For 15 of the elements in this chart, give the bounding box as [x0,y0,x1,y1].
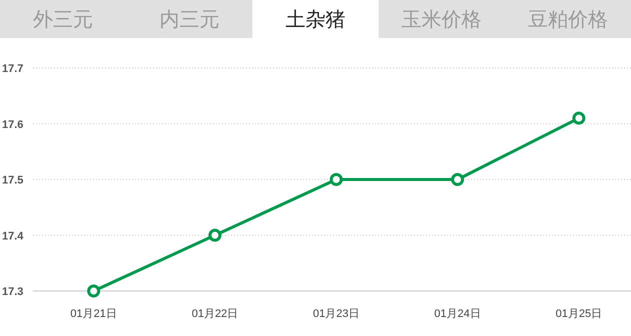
point [87,284,100,298]
point [330,173,343,186]
point [572,112,586,125]
x-tick-label: 01月22日 [192,308,238,320]
x-tick-label: 01月21日 [70,308,117,320]
y-tick-label: 17.4 [2,230,24,242]
y-tick-label: 17.7 [2,63,24,75]
y-tick-label: 17.3 [2,286,24,298]
point [451,173,464,186]
point [208,228,222,242]
y-tick-label: 17.6 [2,118,24,131]
x-tick-label: 01月24日 [434,308,481,320]
x-tick-label: 01月23日 [313,308,360,320]
y-tick-label: 17.5 [2,174,24,186]
x-tick-label: 01月25日 [556,308,602,320]
